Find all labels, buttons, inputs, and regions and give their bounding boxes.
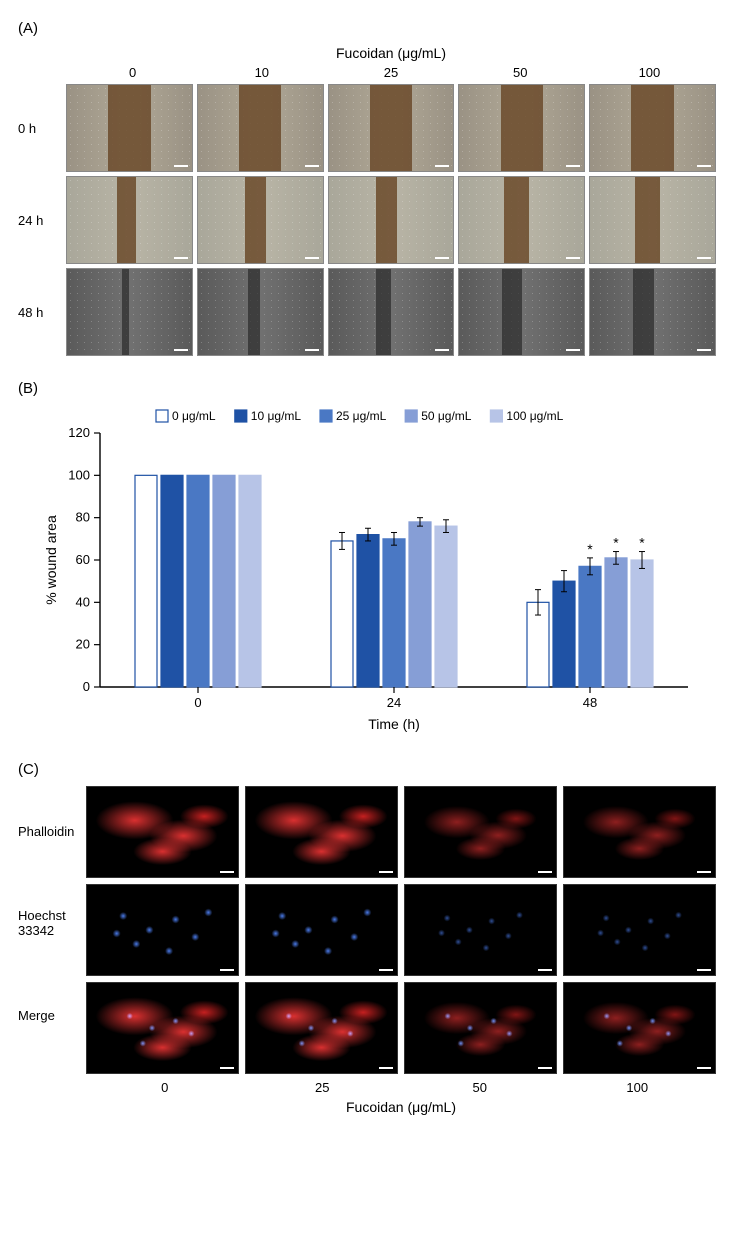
row-label: Merge [18,970,86,1062]
fluorescence-image [86,884,239,976]
fluorescence-image [404,884,557,976]
svg-text:50 μg/mL: 50 μg/mL [421,409,472,423]
panel-a-row: 0 h [18,84,716,172]
wound-image [589,84,716,172]
wound-image [328,268,455,356]
svg-text:24: 24 [387,695,401,710]
bar-chart: 0 20 40 60 80 100 120 % wound area 0 μg/mL 10 μg/… [38,405,698,735]
col-label: 50 [456,65,585,80]
svg-text:25 μg/mL: 25 μg/mL [336,409,387,423]
wound-image [197,268,324,356]
svg-text:0: 0 [83,679,90,694]
col-label: 50 [401,1080,559,1095]
panel-a: (A) Fucoidan (μg/mL) 0 10 25 50 100 0 h 2… [18,20,716,356]
panel-c-row [86,982,716,1074]
wound-image [589,176,716,264]
wound-image [458,176,585,264]
row-label: 48 h [18,305,66,320]
svg-text:10 μg/mL: 10 μg/mL [251,409,302,423]
wound-image [589,268,716,356]
panel-c-col-labels: 0 25 50 100 [18,1080,716,1095]
wound-image [197,176,324,264]
row-label: 24 h [18,213,66,228]
wound-image [458,84,585,172]
fluorescence-image [86,982,239,1074]
svg-text:*: * [613,535,619,551]
fluorescence-image [245,786,398,878]
panel-b: (B) 0 20 40 60 80 100 120 % wound area 0 μg/mL 10… [18,380,716,735]
panel-a-rows: 0 h 24 h 48 h [18,84,716,356]
wound-image [66,176,193,264]
panel-a-col-labels: 0 10 25 50 100 [66,65,716,84]
fluorescence-image [563,884,716,976]
svg-text:60: 60 [76,552,90,567]
col-label: 10 [197,65,326,80]
row-label: Hoechst33342 [18,878,86,970]
panel-c: (C) PhalloidinHoechst33342Merge 0 25 50 … [18,761,716,1115]
panel-c-grid [86,786,716,1074]
svg-text:120: 120 [68,425,90,440]
panel-c-row [86,884,716,976]
svg-text:*: * [587,541,593,557]
panel-c-label: (C) [18,761,716,778]
fluorescence-image [563,786,716,878]
col-label: 25 [244,1080,402,1095]
svg-text:80: 80 [76,510,90,525]
svg-text:40: 40 [76,594,90,609]
wound-image [458,268,585,356]
fluorescence-image [86,786,239,878]
row-label: 0 h [18,121,66,136]
svg-text:48: 48 [583,695,597,710]
col-label: 25 [326,65,455,80]
panel-a-row: 24 h [18,176,716,264]
figure-root: (A) Fucoidan (μg/mL) 0 10 25 50 100 0 h 2… [0,0,734,1135]
fluorescence-image [245,884,398,976]
svg-text:0: 0 [194,695,201,710]
fluorescence-image [404,982,557,1074]
svg-text:Time (h): Time (h) [368,716,420,732]
svg-text:*: * [639,535,645,551]
panel-c-row-labels: PhalloidinHoechst33342Merge [18,786,86,1074]
wound-image [66,84,193,172]
fluorescence-image [563,982,716,1074]
col-label: 0 [86,1080,244,1095]
wound-image [328,84,455,172]
svg-text:100 μg/mL: 100 μg/mL [506,409,563,423]
panel-a-label: (A) [18,20,716,37]
panel-a-header: Fucoidan (μg/mL) 0 10 25 50 100 [18,45,716,84]
panel-a-title: Fucoidan (μg/mL) [66,45,716,61]
svg-text:0 μg/mL: 0 μg/mL [172,409,216,423]
col-label: 100 [559,1080,717,1095]
panel-b-label: (B) [18,380,716,397]
svg-text:100: 100 [68,467,90,482]
wound-image [328,176,455,264]
panel-c-row [86,786,716,878]
svg-text:20: 20 [76,637,90,652]
col-label: 100 [585,65,714,80]
row-label: Phalloidin [18,786,86,878]
wound-image [197,84,324,172]
fluorescence-image [245,982,398,1074]
svg-text:% wound area: % wound area [43,515,59,605]
panel-c-xaxis: Fucoidan (μg/mL) [18,1099,716,1115]
fluorescence-image [404,786,557,878]
wound-image [66,268,193,356]
panel-a-row: 48 h [18,268,716,356]
col-label: 0 [68,65,197,80]
